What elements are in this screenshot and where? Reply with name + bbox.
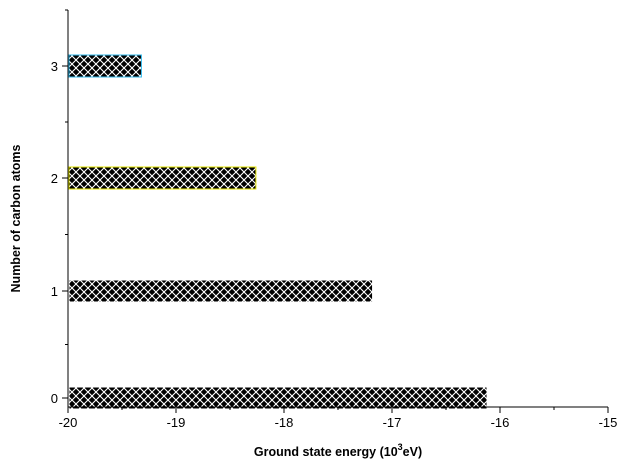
x-tick-label: -16	[491, 415, 510, 430]
labels-group: -20 -19 -18 -17 -16 -15 0 1 2 3 Ground state energ…	[9, 59, 617, 459]
bars-group	[68, 54, 488, 410]
y-tick-label: 0	[51, 391, 58, 406]
x-tick-label: -20	[59, 415, 78, 430]
y-tick-label: 2	[51, 171, 58, 186]
x-tick-label: -17	[383, 415, 402, 430]
y-tick-label: 1	[51, 284, 58, 299]
bar-2	[68, 166, 257, 190]
bar-0	[68, 386, 488, 410]
y-tick-label: 3	[51, 59, 58, 74]
bar-3	[68, 54, 142, 78]
x-tick-label: -19	[167, 415, 186, 430]
x-tick-label: -18	[275, 415, 294, 430]
x-axis-title: Ground state energy (103eV)	[254, 442, 422, 459]
x-tick-label: -15	[599, 415, 617, 430]
bar-1	[68, 279, 374, 303]
axes-group	[62, 9, 609, 413]
y-axis-title: Number of carbon atoms	[9, 144, 23, 292]
